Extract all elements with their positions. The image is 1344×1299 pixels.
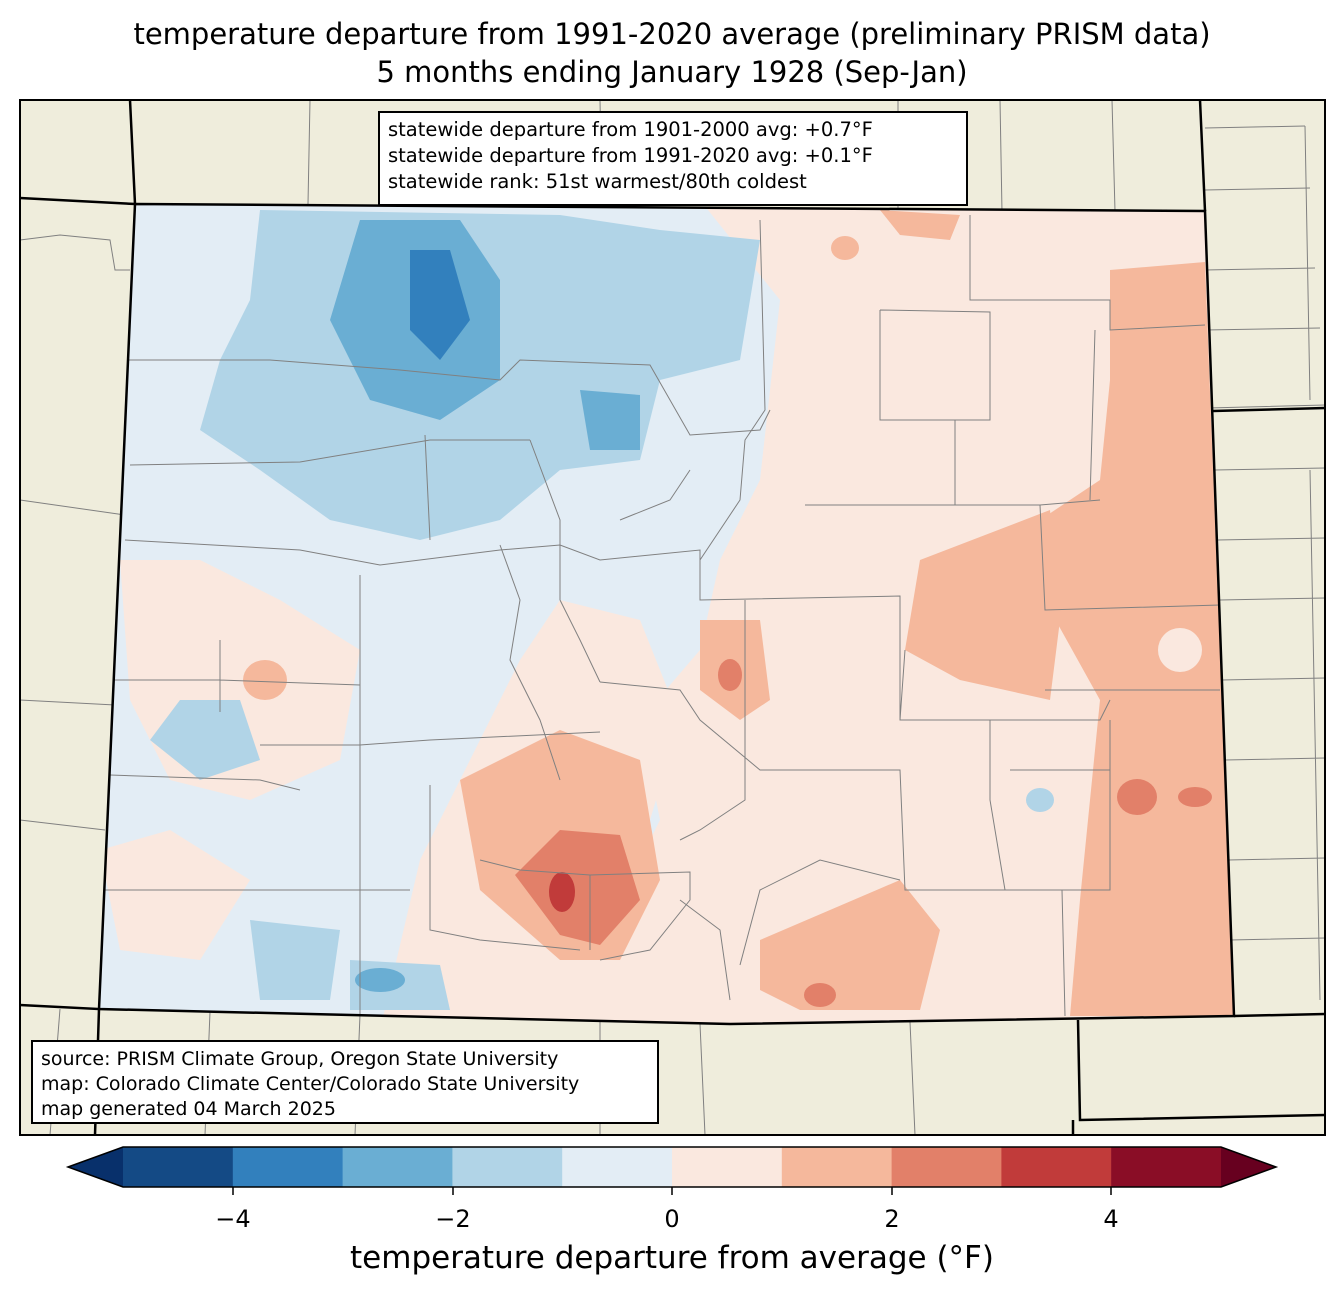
map-title-line2: 5 months ending January 1928 (Sep-Jan) xyxy=(376,55,968,89)
contour-cool-east xyxy=(1026,788,1054,812)
colorbar-bin xyxy=(232,1147,344,1187)
colorbar-bin xyxy=(452,1147,563,1187)
colorbar-tick-label: 4 xyxy=(1103,1205,1119,1233)
colorbar-tick-label: −2 xyxy=(435,1205,471,1233)
map-title-line1: temperature departure from 1991-2020 ave… xyxy=(133,17,1211,51)
colorbar-bin xyxy=(342,1147,453,1187)
contour-slight-warm-southwest xyxy=(100,830,250,960)
source-generated-date: map generated 04 March 2025 xyxy=(41,1098,336,1120)
temperature-field xyxy=(99,204,1234,1024)
source-prism: source: PRISM Climate Group, Oregon Stat… xyxy=(41,1048,559,1070)
colorado-border xyxy=(97,202,1236,1026)
contour-mod-warm-west xyxy=(243,660,287,700)
state-borders xyxy=(19,99,1326,1136)
contour-peak-warm xyxy=(549,872,575,912)
contour-strong-warm-southeast xyxy=(804,983,836,1007)
nebraska-kansas-border xyxy=(1198,99,1326,413)
contour-mod-warm-spot xyxy=(831,236,859,260)
wyoming-utah-border xyxy=(19,99,137,206)
colorbar-bins xyxy=(123,1147,1222,1187)
contour-warm-hole xyxy=(1158,628,1202,672)
contour-mod-warm-north xyxy=(880,210,960,240)
colorbar-label: temperature departure from average (°F) xyxy=(350,1240,994,1276)
statewide-stats-box: statewide departure from 1901-2000 avg: … xyxy=(378,111,968,206)
contour-strong-warm-east2 xyxy=(1178,787,1212,807)
colorbar-extend-high xyxy=(1221,1147,1276,1187)
contour-mod-cool-central xyxy=(580,390,640,450)
colorbar-bin xyxy=(891,1147,1002,1187)
contour-cool-west xyxy=(150,700,260,780)
colorbar-bin xyxy=(562,1147,673,1187)
colorbar xyxy=(65,1146,1279,1195)
contour-strong-cool xyxy=(410,250,470,360)
colorbar-extend-low xyxy=(68,1147,123,1187)
contour-mod-warm-southeast xyxy=(760,880,940,1010)
contour-mod-cool-south xyxy=(355,968,405,992)
colorbar-tick-label: 2 xyxy=(884,1205,900,1233)
colorbar-outline xyxy=(65,1146,1279,1188)
contour-cool-southwest xyxy=(250,920,340,1000)
contour-strong-warm-south xyxy=(515,830,640,945)
colorbar-tick-label: 0 xyxy=(664,1205,680,1233)
colorbar-tick-label: −4 xyxy=(215,1205,251,1233)
colorbar-ticks xyxy=(232,1187,1112,1195)
contour-mod-warm-east xyxy=(905,510,1060,700)
contour-strong-warm-central xyxy=(718,659,742,691)
colorbar-bin xyxy=(1001,1147,1112,1187)
colorbar-bin xyxy=(1111,1147,1222,1187)
stats-departure-1901-2000: statewide departure from 1901-2000 avg: … xyxy=(388,118,873,141)
contour-strong-warm-east xyxy=(1117,779,1157,815)
southern-borders xyxy=(19,1003,1326,1136)
source-box: source: PRISM Climate Group, Oregon Stat… xyxy=(31,1040,659,1124)
stats-rank: statewide rank: 51st warmest/80th coldes… xyxy=(388,170,807,193)
map-border xyxy=(19,99,1326,1136)
colorbar-bin xyxy=(672,1147,783,1187)
colorbar-bin xyxy=(781,1147,893,1187)
source-map-credit: map: Colorado Climate Center/Colorado St… xyxy=(41,1073,580,1095)
county-lines xyxy=(100,215,1221,1020)
contour-mod-warm-east-border xyxy=(1040,262,1234,1016)
colorbar-bin xyxy=(123,1147,234,1187)
stats-departure-1991-2020: statewide departure from 1991-2020 avg: … xyxy=(388,144,873,167)
